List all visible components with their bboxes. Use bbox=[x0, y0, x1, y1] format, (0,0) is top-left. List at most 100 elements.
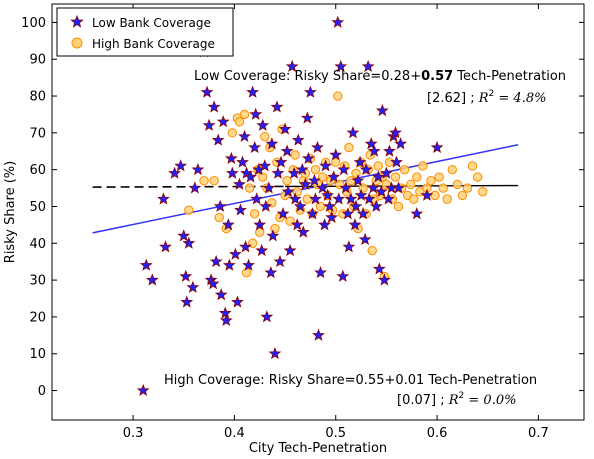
low-coverage-point bbox=[308, 173, 321, 187]
high-stats-r: R bbox=[448, 393, 459, 408]
low-coverage-point bbox=[295, 162, 309, 176]
low-coverage-point bbox=[301, 151, 315, 165]
high-coverage-point bbox=[351, 168, 361, 179]
low-coverage-point bbox=[318, 218, 331, 231]
low-coverage-point bbox=[283, 243, 297, 257]
low-coverage-point bbox=[229, 247, 242, 260]
low-coverage-point bbox=[202, 118, 216, 131]
x-tick-label: 0.3 bbox=[123, 426, 144, 441]
high-coverage-point bbox=[270, 223, 280, 234]
low-coverage-point bbox=[377, 273, 391, 286]
low-coverage-point bbox=[339, 181, 353, 194]
low-coverage-point bbox=[389, 126, 402, 139]
low-coverage-stats: [2.62] ; R2 = 4.8% bbox=[427, 89, 546, 106]
high-coverage-point bbox=[239, 109, 250, 120]
low-coverage-point bbox=[255, 243, 269, 257]
low-coverage-point bbox=[382, 192, 395, 205]
low-coverage-point bbox=[374, 185, 388, 198]
low-coverage-point bbox=[253, 218, 267, 231]
low-coverage-point bbox=[259, 199, 273, 212]
low-coverage-point bbox=[233, 177, 246, 190]
low-coverage-fit-line bbox=[92, 144, 519, 234]
legend-label-low: Low Bank Coverage bbox=[92, 16, 211, 30]
y-tick-label: 50 bbox=[29, 200, 46, 215]
low-coverage-point bbox=[298, 177, 312, 190]
high-coverage-point bbox=[447, 164, 457, 175]
low-coverage-point bbox=[234, 203, 247, 216]
low-coverage-point bbox=[139, 258, 153, 271]
low-coverage-point bbox=[300, 111, 314, 124]
low-coverage-point bbox=[145, 273, 159, 286]
low-coverage-point bbox=[394, 137, 407, 150]
high-coverage-point bbox=[315, 201, 326, 212]
y-tick-label: 30 bbox=[29, 274, 46, 289]
high-coverage-point bbox=[258, 172, 268, 182]
low-coverage-point bbox=[200, 85, 214, 98]
low-stats-r-value: = 4.8% bbox=[494, 91, 546, 106]
high-coverage-point bbox=[452, 179, 463, 190]
low-coverage-point bbox=[236, 155, 249, 168]
low-coverage-point bbox=[351, 173, 365, 187]
low-coverage-point bbox=[325, 210, 339, 223]
low-coverage-point bbox=[290, 218, 304, 231]
legend-label-high: High Bank Coverage bbox=[92, 37, 215, 51]
low-coverage-point bbox=[362, 192, 376, 205]
high-coverage-point bbox=[209, 176, 219, 186]
low-coverage-point bbox=[296, 225, 310, 238]
low-coverage-point bbox=[274, 155, 288, 168]
high-coverage-point bbox=[373, 161, 383, 171]
high-coverage-point bbox=[227, 128, 238, 138]
high-coverage-point bbox=[260, 131, 270, 142]
low-coverage-point bbox=[276, 207, 290, 220]
low-coverage-point bbox=[285, 59, 299, 73]
low-coverage-point bbox=[367, 144, 381, 157]
low-coverage-point bbox=[214, 288, 228, 301]
x-tick-label: 0.5 bbox=[325, 426, 346, 441]
low-coverage-point bbox=[231, 295, 244, 308]
low-coverage-point bbox=[293, 199, 307, 212]
high-coverage-point bbox=[241, 268, 252, 278]
low-coverage-point bbox=[246, 85, 260, 98]
low-coverage-point bbox=[221, 218, 235, 231]
high-coverage-equation: High Coverage: Risky Share=0.55+0.01 Tec… bbox=[164, 373, 537, 388]
low-stats-r-sup: 2 bbox=[489, 89, 495, 99]
low-coverage-point bbox=[337, 162, 351, 176]
low-coverage-point bbox=[311, 140, 324, 154]
low-coverage-point bbox=[371, 170, 385, 183]
low-coverage-point bbox=[182, 236, 196, 249]
x-tick-label: 0.6 bbox=[427, 426, 448, 441]
legend-box bbox=[56, 7, 234, 57]
low-coverage-point bbox=[262, 181, 276, 194]
low-coverage-point bbox=[188, 181, 202, 194]
high-coverage-point bbox=[367, 245, 377, 256]
low-coverage-point bbox=[206, 277, 220, 290]
high-coverage-point bbox=[430, 190, 440, 201]
legend-star-marker bbox=[70, 14, 84, 28]
y-tick-label: 10 bbox=[29, 347, 46, 362]
low-coverage-point bbox=[271, 166, 285, 179]
low-coverage-point bbox=[238, 129, 251, 142]
low-coverage-point bbox=[222, 258, 236, 271]
high-stats-r-value: = 0.0% bbox=[464, 393, 516, 408]
x-tick-label: 0.7 bbox=[528, 426, 549, 441]
low-coverage-point bbox=[334, 59, 348, 73]
y-tick-label: 100 bbox=[21, 16, 46, 31]
high-coverage-point bbox=[393, 201, 404, 212]
high-coverage-point bbox=[331, 157, 341, 168]
high-coverage-point bbox=[390, 172, 401, 182]
low-coverage-point bbox=[329, 148, 343, 161]
low-coverage-point bbox=[244, 170, 257, 183]
low-coverage-point bbox=[218, 306, 232, 319]
low-coverage-point bbox=[258, 159, 272, 172]
high-coverage-point bbox=[310, 164, 321, 175]
high-coverage-point bbox=[249, 209, 260, 219]
high-coverage-point bbox=[282, 176, 292, 186]
low-coverage-point bbox=[239, 240, 252, 253]
low-coverage-point bbox=[430, 140, 444, 154]
low-coverage-point bbox=[264, 266, 278, 279]
low-coverage-point bbox=[372, 262, 386, 275]
low-coverage-point bbox=[266, 229, 280, 242]
low-coverage-point bbox=[346, 126, 360, 139]
low-coverage-point bbox=[186, 280, 200, 293]
y-tick-label: 20 bbox=[29, 310, 46, 325]
